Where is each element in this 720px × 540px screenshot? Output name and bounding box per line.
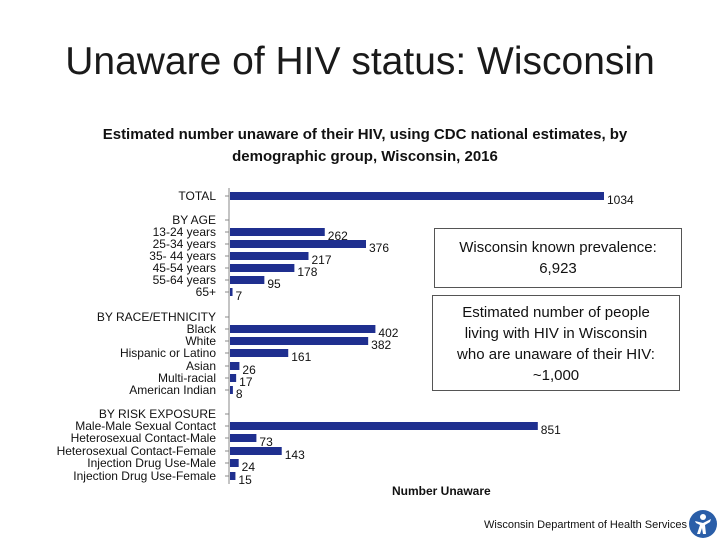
tick-label-total: TOTAL xyxy=(178,189,216,203)
unaware-callout: Estimated number of people living with H… xyxy=(432,295,680,391)
tick-label-male-male-sexual-contact: Male-Male Sexual Contact xyxy=(75,419,216,433)
data-label-hispanic-or-latino: 161 xyxy=(291,350,311,364)
tick-label-45-54-years: 45-54 years xyxy=(153,261,216,275)
tick-label-white: White xyxy=(185,334,216,348)
data-label-black: 402 xyxy=(378,326,398,340)
tick-label-american-indian: American Indian xyxy=(129,383,216,397)
bar-asian xyxy=(230,362,240,370)
data-label-asian: 26 xyxy=(242,363,256,377)
bar-black xyxy=(230,325,376,333)
tick-label-injection-drug-use-male: Injection Drug Use-Male xyxy=(87,456,216,470)
tick-label-35-44-years: 35- 44 years xyxy=(149,249,216,263)
tick-label-black: Black xyxy=(187,322,217,336)
data-label-heterosexual-contact-female: 143 xyxy=(285,448,305,462)
tick-label-heterosexual-contact-male: Heterosexual Contact-Male xyxy=(71,431,217,445)
unaware-callout-line-2: living with HIV in Wisconsin xyxy=(464,325,648,342)
bar-total xyxy=(230,192,604,200)
bar-multi-racial xyxy=(230,374,237,382)
unaware-callout-line-1: Estimated number of people xyxy=(462,304,650,321)
tick-label-heterosexual-contact-female: Heterosexual Contact-Female xyxy=(57,444,217,458)
data-label-injection-drug-use-male: 24 xyxy=(242,460,256,474)
footer-text: Wisconsin Department of Health Services xyxy=(484,519,687,531)
bar-13-24-years xyxy=(230,228,325,236)
bar-american-indian xyxy=(230,386,233,394)
bar-hispanic-or-latino xyxy=(230,349,289,357)
bar-65 xyxy=(230,288,233,296)
data-label-injection-drug-use-female: 15 xyxy=(238,473,252,487)
tick-label-55-64-years: 55-64 years xyxy=(153,273,216,287)
slide-title: Unaware of HIV status: Wisconsin xyxy=(65,40,655,83)
bar-55-64-years xyxy=(230,276,265,284)
prevalence-callout: Wisconsin known prevalence: 6,923 xyxy=(434,228,682,288)
unaware-callout-line-3: who are unaware of their HIV: xyxy=(457,346,655,363)
data-label-heterosexual-contact-male: 73 xyxy=(259,435,273,449)
data-label-25-34-years: 376 xyxy=(369,241,389,255)
bar-35-44-years xyxy=(230,252,309,260)
data-label-13-24-years: 262 xyxy=(328,229,348,243)
tick-label-asian: Asian xyxy=(186,359,216,373)
data-label-65: 7 xyxy=(236,289,243,303)
bar-25-34-years xyxy=(230,240,366,248)
data-label-55-64-years: 95 xyxy=(267,277,281,291)
bar-white xyxy=(230,337,369,345)
tick-label-by-age: BY AGE xyxy=(172,213,216,227)
tick-label-65: 65+ xyxy=(196,285,216,299)
data-label-35-44-years: 217 xyxy=(311,253,331,267)
data-label-american-indian: 8 xyxy=(236,387,243,401)
tick-label-by-risk-exposure: BY RISK EXPOSURE xyxy=(99,407,216,421)
data-label-multi-racial: 17 xyxy=(239,375,253,389)
tick-label-injection-drug-use-female: Injection Drug Use-Female xyxy=(73,469,216,483)
unaware-callout-line-4: ~1,000 xyxy=(532,367,580,384)
x-axis-label: Number Unaware xyxy=(392,484,491,498)
tick-label-multi-racial: Multi-racial xyxy=(158,371,216,385)
prevalence-callout-line-1: Wisconsin known prevalence: xyxy=(459,239,657,256)
data-label-white: 382 xyxy=(371,338,391,352)
data-label-45-54-years: 178 xyxy=(297,265,317,279)
bar-male-male-sexual-contact xyxy=(230,422,538,430)
person-figure-icon xyxy=(689,510,717,538)
bar-injection-drug-use-female xyxy=(230,472,236,480)
chart-title: Estimated number unaware of their HIV, u… xyxy=(102,126,628,165)
tick-label-13-24-years: 13-24 years xyxy=(153,225,216,239)
tick-label-hispanic-or-latino: Hispanic or Latino xyxy=(120,346,216,360)
prevalence-callout-line-2: 6,923 xyxy=(539,260,577,277)
bar-45-54-years xyxy=(230,264,295,272)
bar-injection-drug-use-male xyxy=(230,459,239,467)
data-label-male-male-sexual-contact: 851 xyxy=(541,423,561,437)
tick-label-25-34-years: 25-34 years xyxy=(153,237,216,251)
bar-heterosexual-contact-female xyxy=(230,447,282,455)
data-label-total: 1034 xyxy=(607,193,634,207)
bar-heterosexual-contact-male xyxy=(230,434,257,442)
tick-label-by-race-ethnicity: BY RACE/ETHNICITY xyxy=(97,310,216,324)
